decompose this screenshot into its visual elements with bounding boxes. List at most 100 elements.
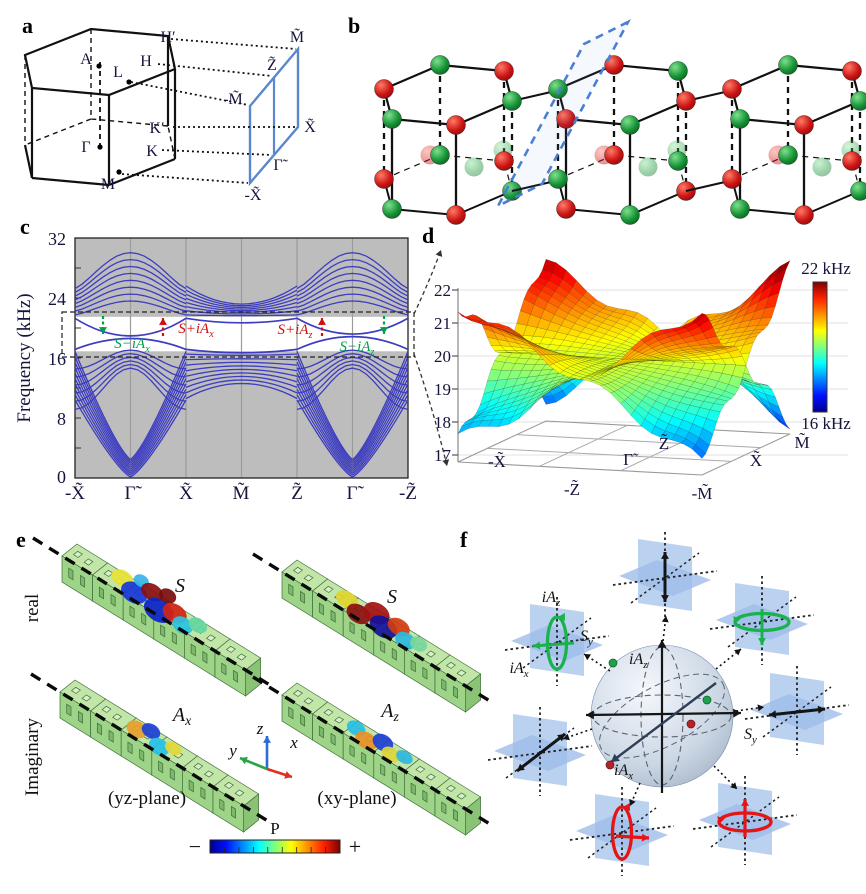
- surface-quad: [772, 268, 787, 286]
- proj-point-X: X̃: [304, 118, 316, 136]
- mode-chains: [30, 536, 496, 836]
- chain-block-face: [453, 808, 458, 822]
- chain-block-face: [441, 801, 447, 815]
- surface-quad: [698, 319, 714, 333]
- band-curve: [296, 293, 408, 312]
- bz-wireframe: [23, 27, 300, 187]
- projected-plane: [248, 45, 300, 187]
- surface-quad: [698, 428, 714, 446]
- arrow-head: [623, 803, 630, 811]
- d-floor-negX: -X̃: [488, 452, 506, 471]
- band-curve: [296, 265, 408, 297]
- chain-block-face: [323, 585, 334, 593]
- chain-block-face: [98, 586, 104, 600]
- band-curve: [75, 293, 187, 312]
- mode-field-blob: [126, 720, 148, 739]
- band-curve: [75, 388, 131, 474]
- e-colorbar: [209, 839, 341, 854]
- chain-axis-dashed: [32, 536, 276, 690]
- chain-block-face: [200, 786, 206, 800]
- chain-block-face: [234, 789, 245, 797]
- arrow-head: [557, 734, 565, 742]
- band-curve: [185, 348, 298, 354]
- lattice-bond: [391, 117, 457, 127]
- chain-block-face: [160, 624, 166, 638]
- projection-dotted-line: [170, 38, 297, 50]
- surface-quad: [731, 356, 747, 366]
- chain-block-face: [169, 767, 175, 781]
- d-floor-negZ: -Z̃: [564, 480, 580, 499]
- chain-block-face: [318, 725, 324, 739]
- c-ytick-8: 8: [57, 409, 66, 429]
- chain-block-face: [445, 784, 456, 792]
- chain-block-face: [330, 609, 336, 623]
- inset-dotted-axis: [612, 570, 718, 586]
- sphere-great-circle: [598, 673, 726, 759]
- c-to-d-connector-arrows: [413, 249, 450, 467]
- f-inset-axis-iAz: iAz: [542, 589, 561, 609]
- band-curve: [296, 335, 408, 351]
- band-curve: [75, 367, 131, 466]
- mode-field-blob: [141, 723, 161, 740]
- e-mode-S2: S: [387, 586, 397, 608]
- ann-S-plus-iAx: S+iAx: [178, 321, 214, 340]
- mode-chain: [252, 675, 496, 836]
- surface-quad: [757, 383, 773, 390]
- atom-sphere: [446, 115, 466, 135]
- d-colorbar-min: 16 kHz: [801, 414, 851, 433]
- e-colorbar-plus: +: [349, 834, 361, 859]
- band-curve: [185, 289, 298, 307]
- chain-block-face: [410, 659, 416, 673]
- bz-point-L: L: [113, 64, 123, 81]
- c-xtick-X: X̃: [179, 481, 193, 504]
- bz-bottom-edge-hidden: [167, 125, 176, 160]
- band-curve: [185, 301, 298, 312]
- panel-d-surface-plot: 22 21 20 19 18 17 -X̃ -Z̃ Γ̃ Z̃ X̃ M̃ -M…: [434, 259, 851, 503]
- band-curve: [75, 378, 131, 470]
- chain-block-face: [422, 666, 428, 680]
- atom-sphere: [794, 115, 814, 135]
- band-curve: [352, 399, 408, 478]
- c-xtick-negX: -X̃: [65, 481, 85, 504]
- atom-sphere: [778, 55, 798, 75]
- chain-axis-dashed: [252, 552, 496, 706]
- sphere-axis-iAx: [610, 682, 717, 763]
- polarization-ellipse: [610, 805, 634, 861]
- band-curve: [75, 337, 187, 351]
- panel-letter-b: b: [348, 13, 360, 38]
- projection-dotted-line: [121, 173, 249, 184]
- band-curve: [185, 293, 298, 309]
- band-curve: [75, 372, 131, 468]
- bz-bottom-edge-hidden: [24, 118, 92, 146]
- polarization-inset: [744, 666, 850, 755]
- d-ztick-18: 18: [434, 413, 451, 432]
- chain-axis-dashed: [252, 675, 496, 829]
- lattice-bond: [787, 63, 853, 73]
- lattice-bond: [439, 63, 505, 73]
- arrow-head: [99, 327, 107, 334]
- arrow-head: [533, 641, 541, 650]
- lattice-bond: [739, 208, 805, 216]
- inset-dotted-axis: [709, 614, 815, 630]
- panel-e-eigenmodes: real Imaginary S S Ax Az (yz-plane) (xy-…: [22, 536, 496, 859]
- chain-block-face: [127, 741, 133, 755]
- chain-block-face: [349, 621, 355, 635]
- chain-block-face: [108, 729, 114, 743]
- mode-field-blob: [396, 750, 413, 765]
- chain-block-face: [330, 732, 336, 746]
- chain-block-face: [66, 703, 72, 717]
- atom-sphere: [430, 145, 450, 165]
- chain-block-face: [225, 645, 236, 653]
- chain-block-face: [453, 685, 458, 699]
- chain-block-face: [288, 583, 294, 597]
- surface-quad: [706, 335, 721, 345]
- bz-point-A: A: [80, 51, 92, 68]
- d-ztick-22: 22: [434, 281, 451, 300]
- band-curve: [75, 252, 187, 290]
- c-xtick-Z: Z̃: [291, 481, 303, 504]
- panel-letter-d: d: [422, 223, 434, 248]
- atom-sphere: [620, 115, 640, 135]
- band-curve: [296, 349, 408, 370]
- lattice-bond: [565, 208, 631, 216]
- arrow-head: [611, 753, 620, 762]
